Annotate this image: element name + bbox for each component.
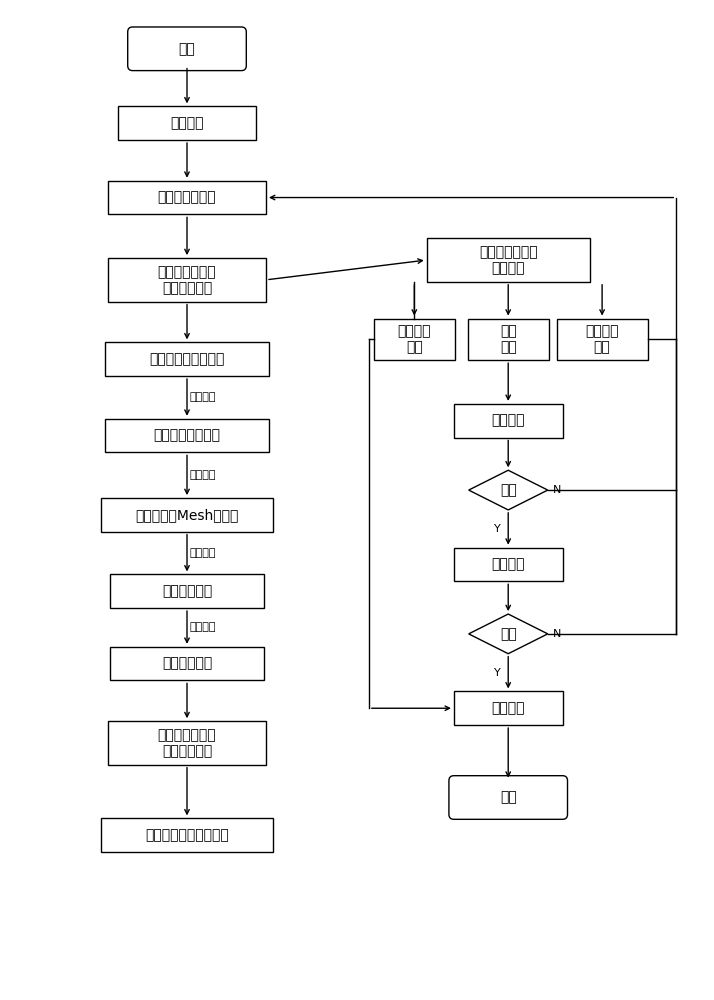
Bar — [454, 548, 563, 581]
Bar — [468, 319, 549, 360]
Text: N: N — [553, 629, 561, 639]
Bar — [454, 691, 563, 725]
Text: 阻燃网线: 阻燃网线 — [190, 470, 216, 480]
Bar — [108, 258, 266, 302]
Text: Y: Y — [493, 668, 501, 678]
Text: 隔爆型红外摄像装置: 隔爆型红外摄像装置 — [149, 352, 225, 366]
Text: 超温
截割: 超温 截割 — [500, 324, 517, 354]
Text: 阻燃网线: 阻燃网线 — [190, 622, 216, 632]
Bar — [108, 181, 266, 214]
Bar — [106, 419, 268, 452]
Text: 调速控制: 调速控制 — [491, 414, 525, 428]
Bar — [427, 238, 590, 282]
Text: 本安型无线Mesh交换机: 本安型无线Mesh交换机 — [136, 508, 238, 522]
Bar — [101, 498, 273, 532]
Polygon shape — [468, 614, 548, 654]
Text: 阻燃网线: 阻燃网线 — [190, 392, 216, 402]
Text: N: N — [553, 485, 561, 495]
Text: 人工可紧急调控采煤机: 人工可紧急调控采煤机 — [145, 828, 229, 842]
Text: 本安型交换机: 本安型交换机 — [162, 584, 212, 598]
Text: 顿槽监控主机: 顿槽监控主机 — [162, 657, 212, 671]
Bar — [111, 647, 263, 680]
Text: 采煤机截割工况
红外热成像图: 采煤机截割工况 红外热成像图 — [158, 728, 216, 758]
Text: 超时: 超时 — [500, 483, 517, 497]
Text: 采煤机机载控制器: 采煤机机载控制器 — [154, 429, 221, 443]
Text: 启动自保: 启动自保 — [491, 701, 525, 715]
Bar — [108, 721, 266, 765]
Text: Y: Y — [493, 524, 501, 534]
Text: 正常温度
截割: 正常温度 截割 — [585, 324, 619, 354]
Text: 采煤机截割工况
红外辐射信号: 采煤机截割工况 红外辐射信号 — [158, 265, 216, 295]
Text: 超时: 超时 — [500, 627, 517, 641]
Polygon shape — [468, 470, 548, 510]
Text: 采煤机记忆截割: 采煤机记忆截割 — [158, 191, 216, 205]
Text: 人工示教: 人工示教 — [170, 116, 203, 130]
Text: 结束: 结束 — [500, 790, 517, 804]
Text: 阻燃网线: 阻燃网线 — [190, 548, 216, 558]
Bar — [118, 106, 256, 140]
FancyBboxPatch shape — [128, 27, 246, 71]
FancyBboxPatch shape — [449, 776, 568, 819]
Bar — [101, 818, 273, 852]
Text: 严重超温
截割: 严重超温 截割 — [398, 324, 431, 354]
Bar — [557, 319, 648, 360]
Text: 调高控制: 调高控制 — [491, 557, 525, 571]
Text: 开始: 开始 — [178, 42, 196, 56]
Bar — [374, 319, 455, 360]
Bar — [454, 404, 563, 438]
Text: 红外温度场最高
温度识别: 红外温度场最高 温度识别 — [479, 245, 538, 275]
Bar — [106, 342, 268, 376]
Bar — [111, 574, 263, 608]
